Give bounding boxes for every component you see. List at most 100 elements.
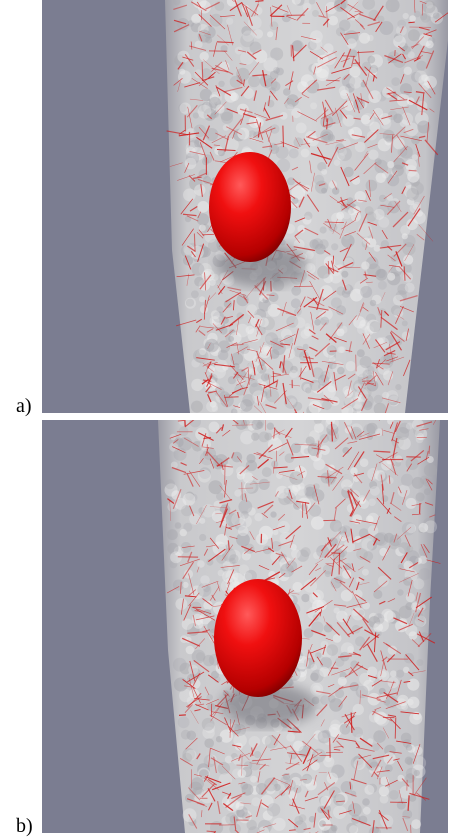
grain [197, 583, 211, 597]
grain [194, 69, 203, 78]
grain [197, 201, 209, 213]
grain [384, 752, 396, 764]
grain [387, 195, 393, 201]
grain [202, 718, 215, 731]
grain [408, 29, 420, 41]
grain [202, 158, 209, 165]
grain [361, 261, 369, 269]
grain [370, 321, 381, 332]
grain [226, 18, 233, 25]
grain [256, 422, 263, 429]
grain [216, 493, 224, 501]
grain [202, 269, 214, 281]
grain [273, 529, 279, 535]
grain [327, 773, 338, 784]
grain [368, 499, 376, 507]
grain [327, 345, 337, 355]
grain [373, 613, 384, 624]
grain [194, 184, 205, 195]
grain [349, 76, 362, 89]
contact-line [283, 412, 296, 420]
panel-label: b) [16, 815, 33, 837]
grain [197, 213, 209, 225]
grain [396, 670, 404, 678]
grain [240, 51, 254, 65]
grain [331, 297, 342, 308]
grain [333, 794, 345, 806]
grain [209, 422, 220, 433]
grain [363, 424, 375, 436]
grain [278, 521, 290, 533]
grain [181, 730, 191, 740]
grain [402, 233, 408, 239]
grain [312, 590, 324, 602]
grain [398, 485, 410, 497]
grain [401, 703, 408, 710]
grain [194, 125, 207, 138]
grain [422, 0, 435, 13]
grain [409, 631, 418, 640]
grain [393, 35, 406, 48]
grain [229, 558, 236, 565]
grain [404, 67, 412, 75]
grain [301, 329, 311, 339]
grain [178, 716, 190, 728]
grain [320, 657, 332, 669]
grain [416, 659, 423, 666]
grain [373, 730, 386, 743]
grain [175, 598, 187, 610]
grain [309, 505, 321, 517]
grain [237, 377, 245, 385]
grain [346, 361, 356, 371]
grain [424, 488, 431, 495]
grain [332, 187, 339, 194]
grain [293, 137, 303, 147]
grain [419, 523, 429, 533]
grain [174, 448, 187, 461]
grain [393, 138, 405, 150]
grain [204, 342, 214, 352]
grain [314, 417, 322, 425]
contact-line [339, 553, 340, 575]
grain [411, 819, 421, 829]
grain [381, 460, 392, 471]
grain [243, 30, 254, 41]
grain [243, 472, 254, 483]
contact-line [224, 397, 238, 398]
grain [379, 786, 389, 796]
grain [339, 326, 347, 334]
grain [331, 825, 338, 832]
grain [199, 534, 206, 541]
grain [212, 365, 226, 379]
grain [193, 112, 199, 118]
grain [291, 286, 301, 296]
grain [269, 292, 279, 302]
grain [293, 741, 304, 752]
grain [405, 773, 415, 783]
grain [354, 758, 366, 770]
grain [246, 304, 257, 315]
contact-line [202, 62, 203, 80]
grain [197, 560, 205, 568]
grain [211, 310, 220, 319]
grain [353, 704, 364, 715]
grain [268, 304, 281, 317]
grain [387, 161, 394, 168]
grain [254, 751, 261, 758]
grain [243, 88, 254, 99]
panel-b-image [42, 406, 448, 838]
contact-line [179, 715, 186, 716]
sphere [214, 579, 302, 697]
grain [199, 348, 206, 355]
grain [192, 650, 206, 664]
contact-line [207, 831, 216, 832]
grain [389, 790, 399, 800]
grain [286, 316, 298, 328]
grain [276, 472, 283, 479]
grain [416, 61, 426, 71]
grain [374, 395, 383, 404]
grain [406, 423, 413, 430]
panel-label: a) [16, 395, 32, 417]
grain [254, 513, 262, 521]
grain [177, 51, 189, 63]
